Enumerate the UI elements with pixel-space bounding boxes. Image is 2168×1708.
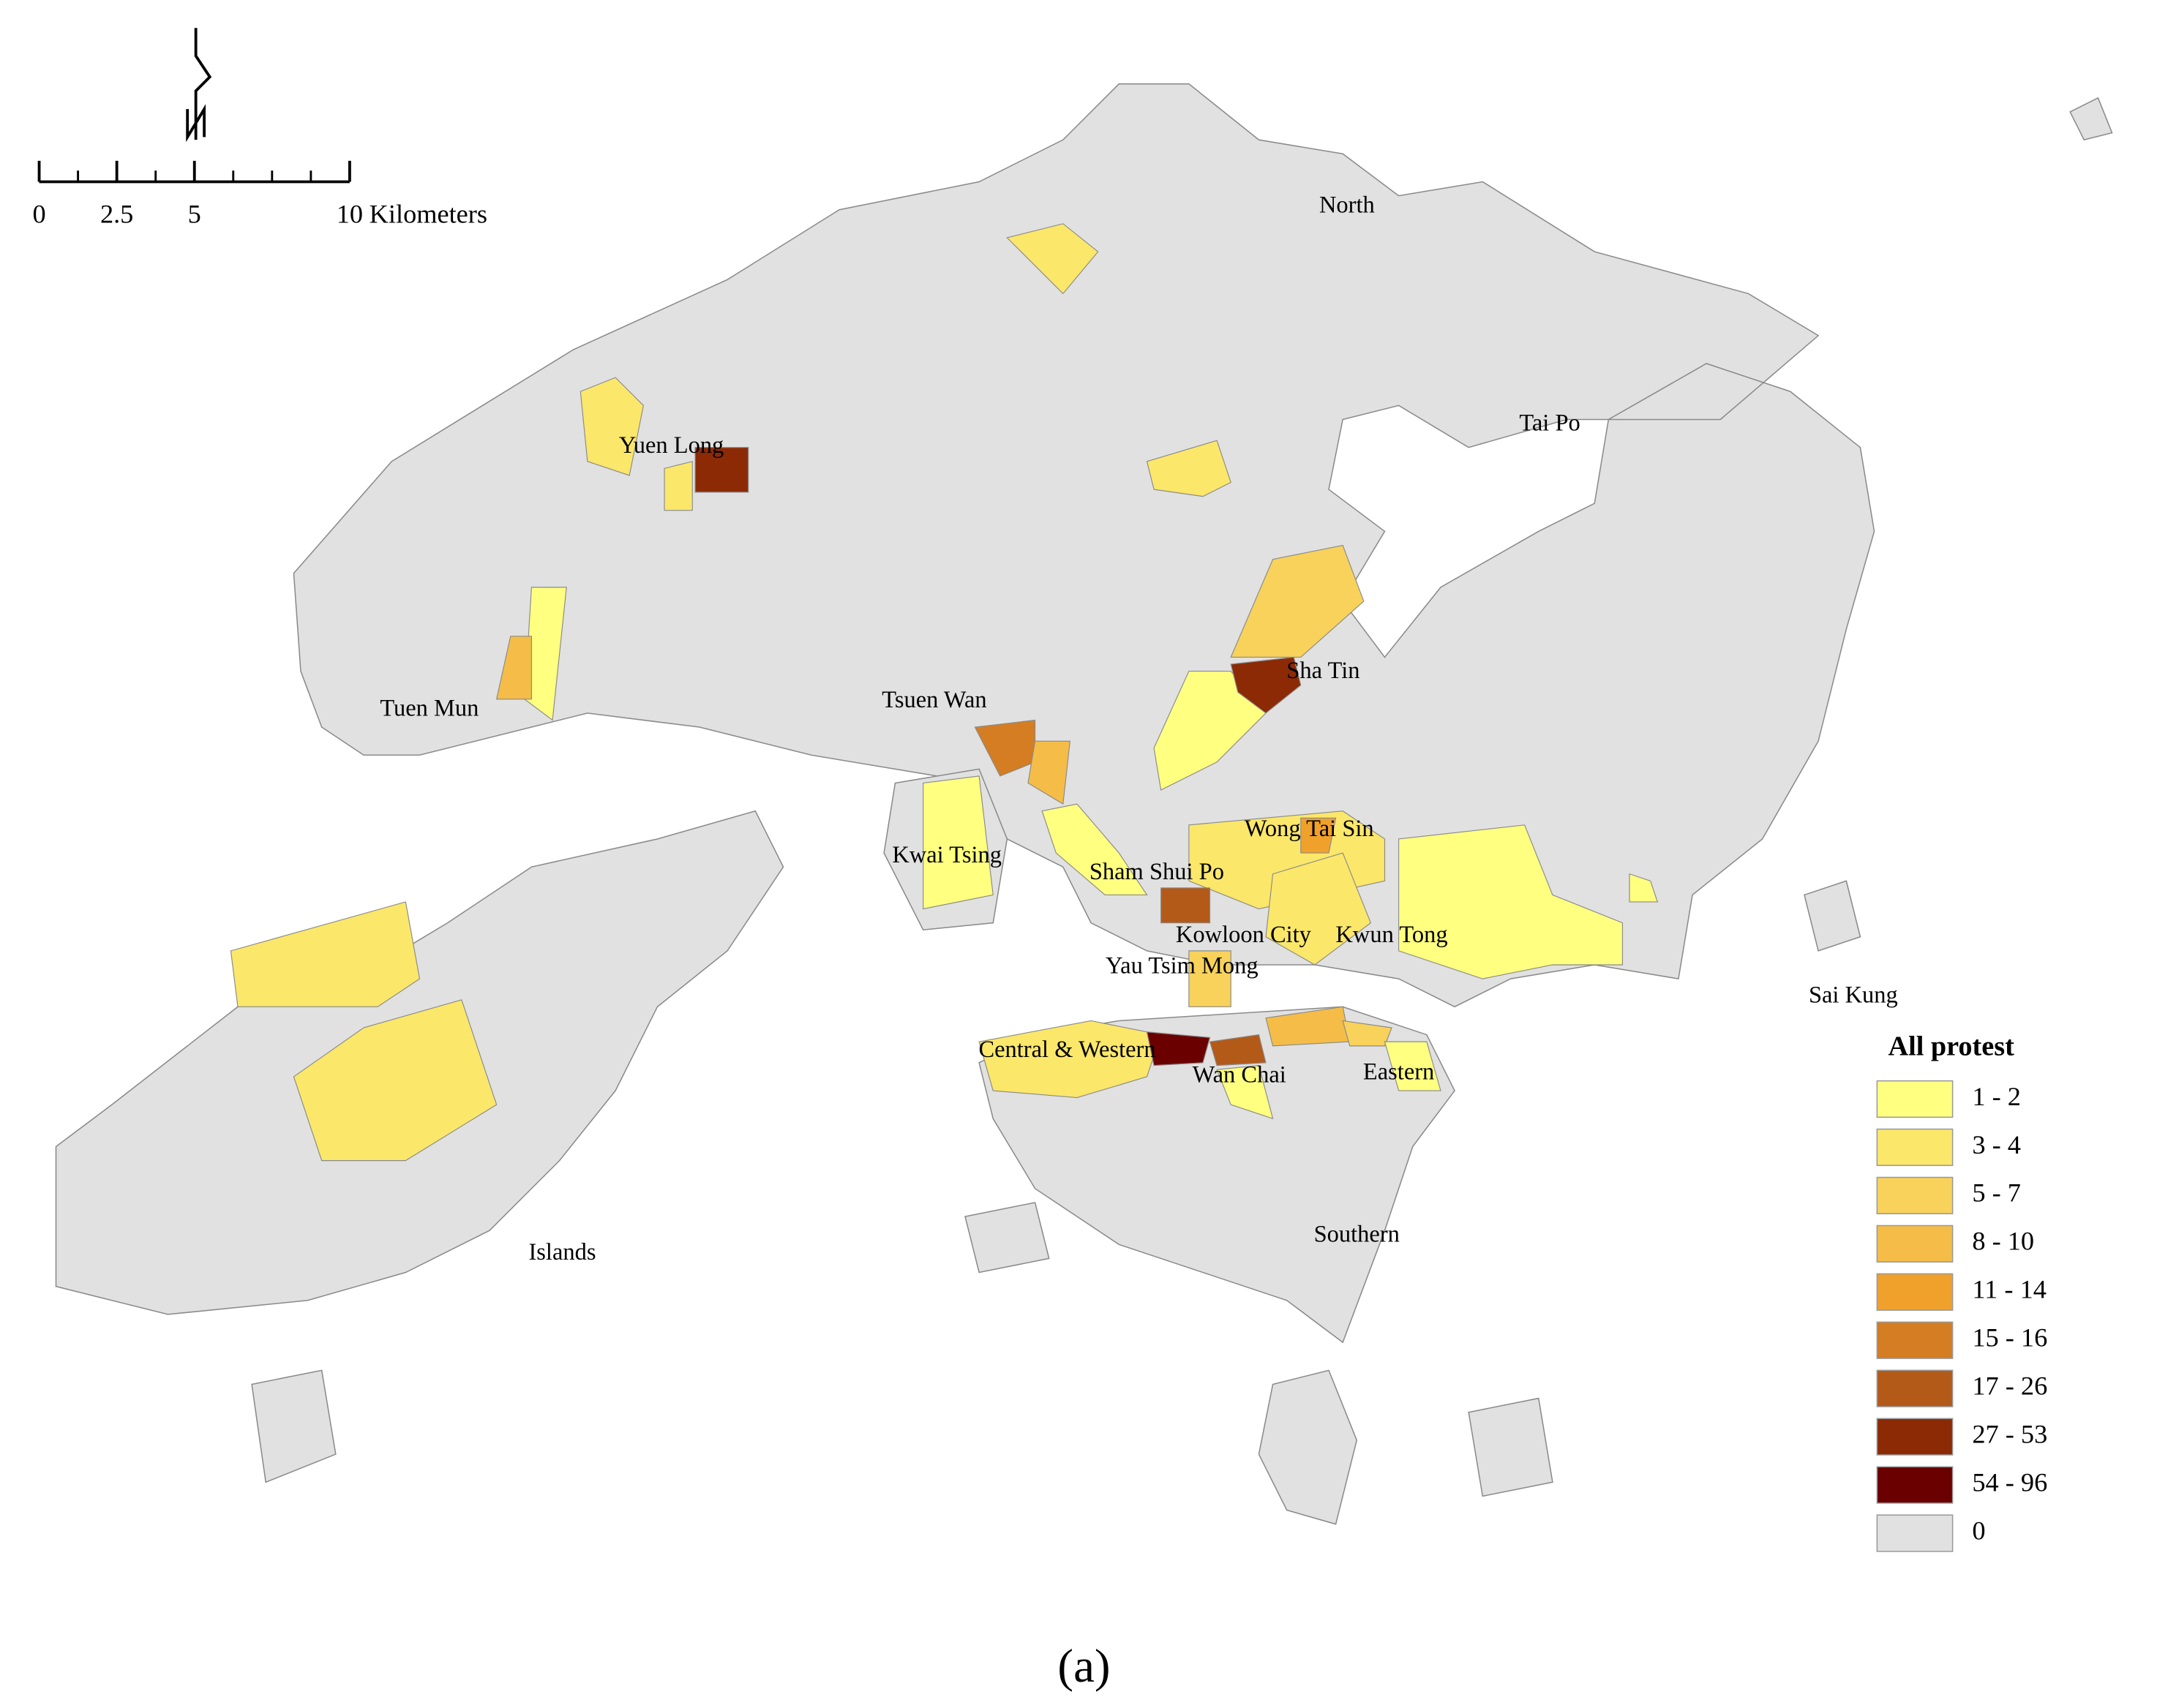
legend-swatch	[1876, 1418, 1954, 1456]
legend-swatch	[1876, 1128, 1954, 1167]
district-region	[1209, 1034, 1267, 1066]
legend-label: 17 - 26	[1972, 1372, 2047, 1401]
district-label: Kwun Tong	[1335, 922, 1447, 948]
legend-label: 15 - 16	[1972, 1323, 2047, 1353]
district-region	[1216, 1065, 1274, 1120]
district-region	[978, 1020, 1162, 1099]
legend-swatch	[1876, 1321, 1954, 1359]
legend-swatch	[1876, 1273, 1954, 1311]
district-region	[1230, 544, 1365, 658]
legend-swatch	[1876, 1369, 1954, 1407]
north-arrow	[186, 28, 212, 143]
district-labels: North Tai Po Yuen Long Tuen Mun Sha Tin Tsuen…	[380, 192, 1897, 1265]
district-label: Tuen Mun	[380, 696, 479, 722]
district-label: Sham Shui Po	[1089, 859, 1224, 885]
district-label: Yau Tsim Mong	[1106, 952, 1259, 979]
legend-label: 54 - 96	[1972, 1467, 2047, 1497]
district-label: Tai Po	[1519, 410, 1580, 437]
district-region	[230, 901, 421, 1007]
north-n	[186, 104, 206, 143]
district-label: Yuen Long	[619, 432, 724, 459]
district-label: Wong Tai Sin	[1245, 816, 1374, 842]
island	[2069, 97, 2113, 141]
district-region	[664, 461, 693, 511]
legend-label: 3 - 4	[1972, 1130, 2021, 1159]
district-region	[1230, 656, 1302, 714]
district-region	[495, 636, 532, 700]
scale-tick-label: 5	[188, 200, 201, 229]
caption: (a)	[1057, 1640, 1110, 1693]
district-region	[1629, 873, 1659, 903]
scale-unit: Kilometers	[370, 200, 487, 229]
district-region	[1041, 803, 1148, 895]
north-arrow-shape	[194, 28, 212, 140]
district-label: Kowloon City	[1176, 922, 1312, 948]
district-label: North	[1319, 192, 1375, 218]
legend-swatch	[1876, 1080, 1954, 1118]
island	[251, 1369, 337, 1483]
district-label: Eastern	[1363, 1059, 1434, 1086]
district-region	[694, 447, 749, 493]
district-label: Wan Chai	[1193, 1061, 1286, 1088]
district-region	[1027, 740, 1071, 805]
legend-label: 1 - 2	[1972, 1082, 2021, 1111]
legend-label: 8 - 10	[1972, 1227, 2034, 1256]
island	[964, 1202, 1050, 1274]
legend-swatch	[1876, 1514, 1954, 1552]
district-label: Sha Tin	[1286, 658, 1359, 684]
district-region	[1146, 1031, 1211, 1066]
legend-label: 0	[1972, 1516, 1985, 1545]
district-region	[1265, 852, 1372, 966]
legend-label: 5 - 7	[1972, 1178, 2021, 1208]
district-region	[1342, 1020, 1392, 1047]
district-label: Southern	[1314, 1221, 1400, 1247]
scale-tick-label: 0	[32, 200, 45, 229]
island	[1468, 1397, 1553, 1497]
district-region	[293, 999, 498, 1162]
island	[1804, 880, 1861, 952]
district-label: Sai Kung	[1809, 982, 1898, 1008]
scale-tick-label: 2.5	[100, 200, 133, 229]
legend-swatch	[1876, 1466, 1954, 1504]
district-region	[1160, 887, 1211, 924]
district-label: Central & Western	[978, 1037, 1155, 1063]
district-label: Islands	[528, 1239, 596, 1265]
district-region	[1146, 440, 1231, 497]
legend-swatch	[1876, 1176, 1954, 1215]
scale-tick-label: 10	[337, 200, 363, 229]
legend-label: 27 - 53	[1972, 1419, 2047, 1448]
district-label: Kwai Tsing	[892, 842, 1002, 868]
district-region	[1384, 1041, 1441, 1091]
district-label: Tsuen Wan	[882, 687, 986, 713]
district-region	[1188, 950, 1231, 1007]
district-regions	[230, 223, 1659, 1162]
legend: All protest 1 - 2 3 - 4 5 - 7 8 - 10 11 - 14 1…	[1876, 1031, 2047, 1552]
lamma	[1258, 1369, 1358, 1525]
legend-label: 11 - 14	[1972, 1275, 2047, 1304]
district-region	[1153, 670, 1267, 791]
legend-title: All protest	[1888, 1031, 2015, 1061]
scale-bar: 0 2.5 5 10 Kilometers	[32, 160, 487, 229]
district-region	[1006, 223, 1099, 295]
legend-swatch	[1876, 1224, 1954, 1263]
district-region	[923, 775, 994, 910]
district-region	[579, 377, 644, 476]
district-region	[1398, 824, 1624, 979]
district-region	[1300, 817, 1337, 854]
